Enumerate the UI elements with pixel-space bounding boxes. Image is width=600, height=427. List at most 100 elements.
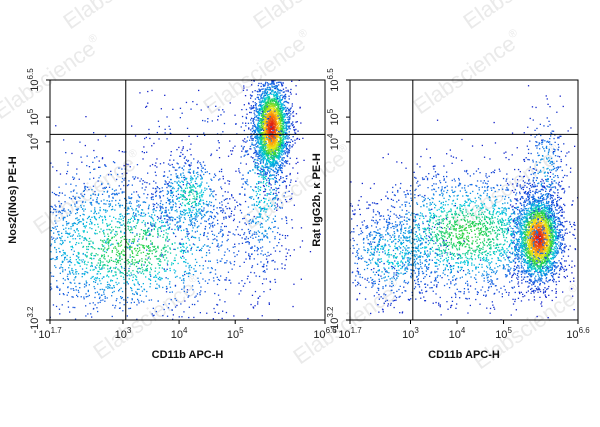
event-dot	[111, 315, 113, 318]
event-dot	[206, 235, 208, 238]
event-dot	[126, 247, 129, 249]
event-dot	[268, 93, 270, 96]
event-dot	[259, 108, 261, 110]
event-dot	[274, 139, 276, 141]
event-dot	[287, 112, 290, 114]
event-dot	[83, 283, 86, 285]
event-dot	[272, 106, 274, 108]
event-dot	[232, 246, 234, 248]
event-dot	[112, 260, 114, 262]
event-dot	[264, 140, 266, 142]
event-dot	[279, 160, 281, 162]
event-dot	[275, 181, 278, 183]
event-dot	[204, 164, 206, 167]
event-dot	[281, 162, 283, 165]
event-dot	[135, 215, 138, 217]
event-dot	[134, 135, 137, 137]
event-dot	[107, 235, 110, 237]
event-dot	[212, 195, 214, 197]
event-dot	[107, 183, 109, 185]
event-dot	[189, 217, 191, 219]
event-dot	[168, 227, 170, 229]
event-dot	[257, 97, 259, 99]
event-dot	[164, 246, 166, 248]
event-dot	[207, 245, 209, 247]
event-dot	[268, 139, 270, 142]
event-dot	[277, 120, 279, 122]
event-dot	[108, 245, 110, 247]
event-dot	[60, 264, 62, 266]
event-dot	[171, 219, 174, 221]
event-dot	[132, 279, 134, 282]
event-dot	[271, 113, 273, 115]
event-dot	[276, 139, 278, 141]
event-dot	[224, 262, 226, 264]
event-dot	[160, 261, 162, 263]
event-dot	[260, 222, 262, 225]
event-dot	[194, 198, 196, 201]
event-dot	[195, 295, 197, 297]
event-dot	[197, 176, 199, 178]
event-dot	[139, 204, 141, 206]
event-dot	[77, 219, 79, 221]
event-dot	[261, 125, 263, 128]
event-dot	[172, 186, 174, 189]
event-dot	[220, 210, 222, 212]
event-dot	[202, 216, 205, 218]
event-dot	[260, 145, 262, 148]
event-dot	[141, 187, 143, 189]
event-dot	[76, 208, 79, 210]
event-dot	[266, 155, 268, 157]
event-dot	[147, 228, 149, 231]
event-dot	[260, 139, 262, 142]
event-dot	[270, 168, 273, 171]
event-dot	[204, 187, 206, 189]
event-dot	[233, 214, 235, 216]
event-dot	[82, 253, 84, 255]
event-dot	[164, 254, 167, 256]
event-dot	[196, 192, 198, 194]
event-dot	[50, 251, 52, 253]
event-dot	[194, 190, 196, 193]
event-dot	[269, 149, 272, 151]
event-dot	[269, 106, 271, 108]
event-dot	[145, 239, 148, 241]
event-dot	[216, 276, 218, 278]
event-dot	[179, 225, 181, 227]
event-dot	[176, 304, 178, 307]
event-dot	[154, 224, 156, 226]
event-dot	[145, 245, 148, 247]
event-dot	[133, 273, 135, 276]
event-dot	[271, 146, 273, 148]
event-dot	[261, 104, 264, 106]
event-dot	[272, 103, 274, 105]
event-dot	[103, 293, 105, 295]
event-dot	[68, 260, 70, 262]
event-dot	[283, 143, 286, 146]
event-dot	[259, 143, 261, 146]
event-dot	[175, 205, 177, 208]
event-dot	[142, 235, 144, 238]
event-dot	[170, 185, 172, 187]
event-dot	[273, 138, 275, 140]
event-dot	[172, 199, 174, 201]
event-dot	[255, 110, 257, 112]
event-dot	[104, 264, 106, 266]
event-dot	[198, 208, 200, 210]
event-dot	[123, 231, 126, 234]
event-dot	[288, 112, 290, 114]
event-dot	[211, 179, 213, 181]
event-dot	[149, 234, 152, 236]
event-dot	[148, 247, 150, 249]
event-dot	[181, 279, 183, 281]
event-dot	[86, 251, 88, 254]
event-dot	[124, 235, 126, 237]
event-dot	[179, 219, 181, 221]
event-dot	[279, 138, 282, 140]
event-dot	[280, 112, 282, 114]
event-dot	[187, 275, 190, 278]
event-dot	[287, 125, 289, 127]
event-dot	[131, 260, 133, 262]
event-dot	[228, 250, 230, 252]
event-dot	[189, 264, 191, 267]
